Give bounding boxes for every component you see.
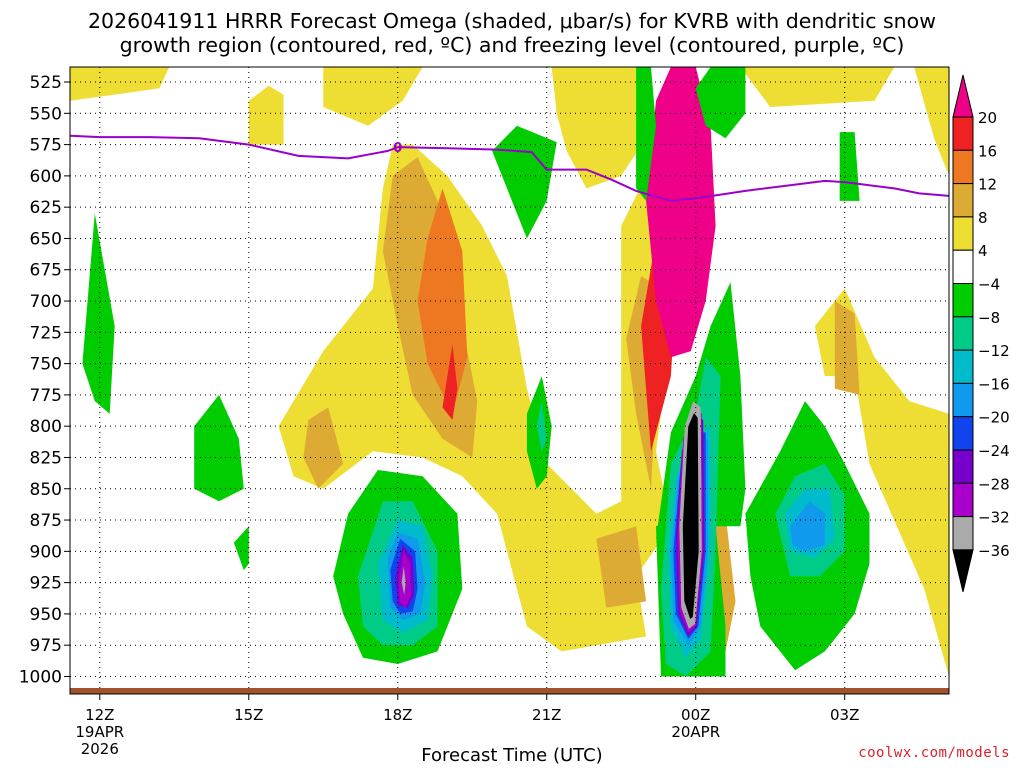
colorbar: 20 16 12 8 4 −4 −8 −12 −16 −20 −24 −28 −32 −36 (952, 74, 1010, 593)
colorbar-segment (952, 249, 974, 284)
omega-region (194, 394, 244, 502)
x-tick-date: 20APR (671, 723, 720, 741)
colorbar-label: −24 (978, 442, 1010, 460)
omega-region (834, 301, 860, 395)
y-tick-label: 575 (30, 136, 62, 156)
y-axis: 525 550 575 600 625 650 675 700 725 750 775 800 825 8… (19, 73, 70, 687)
omega-region (442, 344, 458, 420)
y-tick-label: 950 (30, 605, 62, 625)
freezing-level-label: 0 (393, 141, 402, 156)
y-tick-label: 700 (30, 292, 62, 312)
plot-frame (69, 66, 950, 695)
y-tick-label: 675 (30, 261, 62, 281)
y-tick-label: 650 (30, 229, 62, 249)
x-tick-label: 03Z (830, 706, 859, 724)
freezing-level-line (70, 134, 949, 202)
freezing-level-contour: 0 (70, 134, 949, 202)
omega-region (914, 67, 949, 176)
y-tick-label: 900 (30, 542, 62, 562)
x-tick-label: 21Z (532, 706, 561, 724)
colorbar-segment (952, 382, 974, 418)
omega-region (790, 501, 825, 552)
colorbar-segment (952, 183, 974, 218)
colorbar-top-arrow (952, 74, 974, 118)
terrain-strip (70, 688, 949, 694)
colorbar-label: −16 (978, 375, 1010, 393)
x-axis-title: Forecast Time (UTC) (421, 745, 603, 766)
colorbar-segment (952, 349, 974, 384)
omega-region (636, 67, 656, 201)
omega-region (596, 526, 647, 608)
y-tick-label: 775 (30, 386, 62, 406)
omega-shading (70, 67, 949, 677)
omega-region (303, 407, 344, 489)
colorbar-segment (952, 482, 974, 518)
colorbar-segment (952, 449, 974, 484)
colorbar-label: −12 (978, 342, 1010, 360)
x-tick-label: 12Z (85, 706, 114, 724)
omega-region (492, 125, 557, 239)
colorbar-label: −32 (978, 509, 1010, 527)
colorbar-label: −28 (978, 475, 1010, 493)
colorbar-segment (952, 416, 974, 451)
omega-region (417, 188, 468, 414)
x-tick-label: 18Z (383, 706, 412, 724)
colorbar-label: −4 (978, 276, 1000, 294)
y-tick-label: 800 (30, 417, 62, 437)
omega-region (536, 401, 547, 452)
omega-region (248, 85, 284, 145)
x-tick-label: 00Z (681, 706, 710, 724)
x-tick-label: 15Z (234, 706, 263, 724)
omega-region (839, 132, 860, 201)
y-tick-label: 550 (30, 104, 62, 124)
omega-region (323, 67, 423, 126)
omega-region (233, 526, 249, 571)
chart-title-line1: 2026041911 HRRR Forecast Omega (shaded, … (88, 9, 936, 33)
colorbar-label: 16 (978, 142, 997, 160)
colorbar-segment (952, 283, 974, 318)
colorbar-label: −20 (978, 409, 1010, 427)
colorbar-label: 12 (978, 176, 997, 194)
colorbar-label: −36 (978, 542, 1010, 560)
omega-region (401, 566, 406, 596)
x-tick-year: 2026 (81, 740, 119, 758)
colorbar-segment (952, 216, 974, 251)
y-tick-label: 875 (30, 511, 62, 531)
y-tick-label: 625 (30, 198, 62, 218)
x-tick-date: 19APR (75, 723, 124, 741)
colorbar-segment (952, 149, 974, 185)
y-tick-label: 850 (30, 480, 62, 500)
chart-title-line2: growth region (contoured, red, ºC) and f… (119, 33, 905, 57)
y-tick-label: 825 (30, 448, 62, 468)
colorbar-segment (952, 316, 974, 351)
y-tick-label: 975 (30, 636, 62, 656)
colorbar-segment (952, 116, 974, 151)
colorbar-segment (952, 516, 974, 551)
y-tick-label: 525 (30, 73, 62, 93)
credit-link[interactable]: coolwx.com/models (858, 745, 1010, 761)
y-tick-label: 1000 (19, 667, 62, 687)
y-tick-label: 725 (30, 323, 62, 343)
omega-region (740, 67, 895, 107)
omega-region (814, 288, 949, 677)
y-tick-label: 600 (30, 167, 62, 187)
colorbar-label: 8 (978, 209, 988, 227)
colorbar-label: 4 (978, 242, 988, 260)
omega-region (551, 67, 647, 189)
colorbar-label: 20 (978, 109, 997, 127)
colorbar-label: −8 (978, 309, 1000, 327)
omega-region (507, 463, 627, 646)
omega-region (695, 67, 746, 139)
y-tick-label: 750 (30, 355, 62, 375)
omega-region (646, 67, 716, 358)
colorbar-bottom-arrow (952, 549, 974, 593)
omega-region (70, 67, 170, 101)
omega-region (82, 213, 115, 414)
y-tick-label: 925 (30, 574, 62, 594)
